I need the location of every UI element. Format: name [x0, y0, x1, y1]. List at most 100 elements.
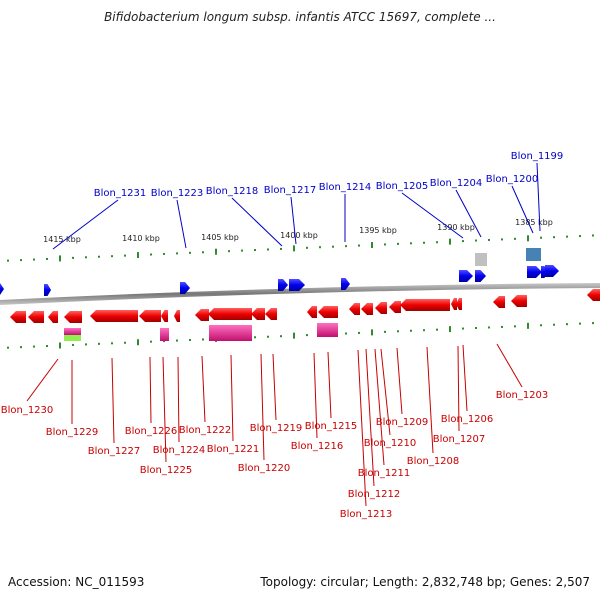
reverse-gene-label: Blon_1220	[238, 463, 291, 474]
reverse-leader-line	[272, 353, 277, 421]
reverse-gene-label: Blon_1211	[358, 468, 411, 479]
reverse-leader-line	[457, 345, 460, 432]
reverse-gene-label: Blon_1219	[250, 423, 303, 434]
reverse-gene-arrow	[139, 310, 161, 322]
topology-summary: Topology: circular; Length: 2,832,748 bp…	[260, 575, 590, 589]
reverse-gene-arrow	[28, 311, 44, 323]
reverse-gene-arrow	[318, 306, 338, 318]
reverse-leader-line	[327, 351, 332, 419]
reverse-leader-line	[313, 352, 318, 439]
axis-tick-label: 1390 kbp	[437, 223, 475, 232]
reverse-gene-arrow	[389, 301, 401, 313]
upper-tick-row	[7, 234, 594, 262]
pink-feature	[209, 325, 252, 341]
reverse-gene-label: Blon_1224	[153, 445, 206, 456]
forward-leader-line	[176, 199, 187, 249]
forward-gene-label: Blon_1217	[264, 185, 317, 196]
axis-tick-label: 1395 kbp	[359, 226, 397, 235]
forward-leader-line	[231, 197, 283, 247]
forward-gene-arrow	[527, 266, 542, 278]
axis-tick-label: 1405 kbp	[201, 233, 239, 242]
reverse-leader-line	[111, 357, 115, 444]
reverse-gene-label: Blon_1229	[46, 427, 99, 438]
reverse-gene-label: Blon_1213	[340, 509, 393, 520]
reverse-leader-line	[26, 358, 59, 402]
forward-gene-arrow	[0, 283, 4, 295]
reverse-gene-arrow	[265, 308, 277, 320]
forward-leader-line	[455, 189, 482, 238]
reverse-gene-arrow	[10, 311, 26, 323]
forward-gene-arrow	[341, 278, 350, 290]
reverse-gene-arrow	[375, 302, 387, 314]
grey-feature	[475, 253, 487, 266]
gene-labels: Blon_1231 Blon_1223 Blon_1218 Blon_1217 Blon…	[1, 151, 564, 520]
forward-leader-line	[511, 185, 534, 234]
reverse-gene-label: Blon_1230	[1, 405, 54, 416]
forward-leader-line	[536, 162, 541, 232]
reverse-gene-arrow	[451, 298, 457, 310]
forward-leader-line	[290, 196, 297, 245]
reverse-gene-arrow	[511, 295, 527, 307]
axis-tick-labels: 1415 kbp 1410 kbp 1405 kbp 1400 kbp 1395 kbp…	[43, 218, 553, 244]
reverse-gene-arrow	[48, 311, 58, 323]
reverse-gene-arrow	[208, 308, 252, 320]
axis-tick-label: 1410 kbp	[122, 234, 160, 243]
reverse-gene-label: Blon_1207	[433, 434, 486, 445]
label-leaders	[26, 162, 541, 507]
reverse-gene-arrow	[349, 303, 360, 315]
reverse-gene-label: Blon_1227	[88, 446, 141, 457]
reverse-gene-arrow	[90, 310, 138, 322]
reverse-gene-label: Blon_1222	[179, 425, 232, 436]
forward-gene-label: Blon_1199	[511, 151, 564, 162]
reverse-gene-label: Blon_1225	[140, 465, 193, 476]
forward-gene-arrow	[180, 282, 190, 294]
genome-backbone	[0, 283, 600, 305]
reverse-gene-arrow	[493, 296, 505, 308]
reverse-gene-arrow	[174, 310, 180, 322]
reverse-gene-arrow	[400, 299, 450, 311]
forward-gene-arrow	[475, 270, 486, 282]
reverse-leader-line	[496, 343, 523, 388]
reverse-gene-arrow	[307, 306, 317, 318]
reverse-leader-line	[462, 344, 468, 412]
reverse-leader-line	[201, 355, 206, 423]
reverse-gene-arrow	[361, 303, 373, 315]
reverse-gene-label: Blon_1208	[407, 456, 460, 467]
axis-tick-label: 1400 kbp	[280, 231, 318, 240]
reverse-leader-line	[380, 348, 391, 436]
axis-tick-label: 1385 kbp	[515, 218, 553, 227]
forward-gene-arrow	[44, 284, 51, 296]
forward-gene-arrow	[459, 270, 473, 282]
reverse-leader-line	[426, 346, 434, 454]
forward-gene-arrow	[278, 279, 288, 291]
reverse-leader-line	[365, 348, 375, 487]
reverse-leader-line	[357, 349, 367, 507]
reverse-gene-label: Blon_1203	[496, 390, 549, 401]
pink-feature	[160, 328, 169, 341]
reverse-gene-arrow	[587, 289, 600, 301]
pink-feature	[317, 323, 338, 337]
reverse-gene-label: Blon_1226	[125, 426, 178, 437]
reverse-gene-label: Blon_1221	[207, 444, 260, 455]
reverse-leader-line	[162, 356, 167, 463]
reverse-leader-line	[374, 348, 385, 466]
reverse-leader-line	[260, 353, 265, 461]
map-title: Bifidobacterium longum subsp. infantis A…	[104, 10, 496, 24]
reverse-leader-line	[230, 354, 234, 442]
reverse-gene-arrow	[195, 309, 209, 321]
green-feature	[64, 335, 81, 341]
reverse-gene-arrow	[251, 308, 265, 320]
reverse-leader-line	[396, 347, 403, 415]
forward-gene-arrow	[545, 265, 559, 277]
reverse-gene-label: Blon_1206	[441, 414, 494, 425]
accession-text: Accession: NC_011593	[8, 575, 145, 589]
reverse-leader-line	[177, 356, 180, 443]
reverse-gene-label: Blon_1209	[376, 417, 429, 428]
pink-feature	[64, 328, 81, 335]
lower-tick-row	[7, 322, 594, 349]
axis-tick-label: 1415 kbp	[43, 235, 81, 244]
reverse-gene-arrow	[64, 311, 82, 323]
forward-gene-label: Blon_1231	[94, 188, 147, 199]
forward-leader-line	[401, 192, 464, 239]
forward-gene-label: Blon_1200	[486, 174, 539, 185]
